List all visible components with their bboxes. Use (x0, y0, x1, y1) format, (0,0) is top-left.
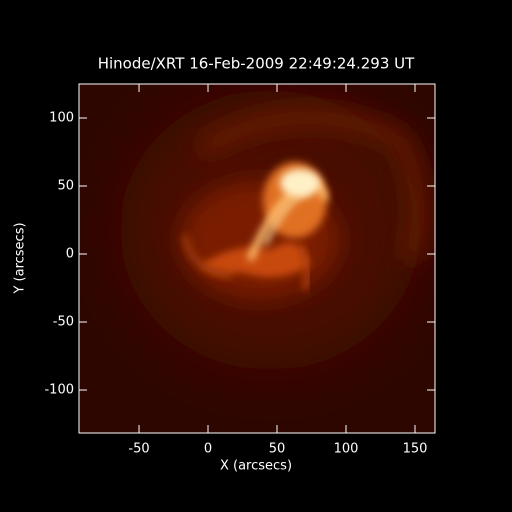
y-tick-label: -50 (53, 315, 74, 330)
y-tick-label: -100 (44, 383, 74, 398)
x-tick-label: 0 (204, 442, 212, 457)
chart-title: Hinode/XRT 16-Feb-2009 22:49:24.293 UT (98, 55, 415, 73)
solar-image (79, 84, 435, 433)
x-tick-label: -50 (128, 442, 149, 457)
y-tick-label: 50 (57, 179, 74, 194)
x-axis-label: X (arcsecs) (220, 459, 292, 474)
y-tick-label: 100 (49, 111, 74, 126)
x-tick-label: 100 (334, 442, 359, 457)
y-axis-label: Y (arcsecs) (13, 222, 28, 294)
plot-frame (78, 83, 436, 434)
x-tick-label: 50 (269, 442, 286, 457)
x-tick-label: 150 (403, 442, 428, 457)
y-tick-label: 0 (66, 247, 74, 262)
